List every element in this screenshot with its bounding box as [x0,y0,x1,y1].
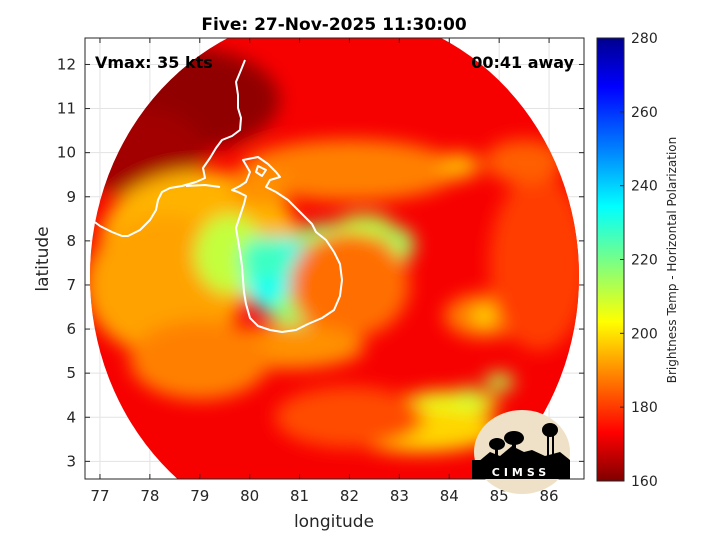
y-tick-label: 6 [66,320,76,338]
tb-feature [489,174,580,352]
colorbar-label: Brightness Temp - Horizontal Polarizatio… [665,137,679,384]
x-tick-label: 77 [90,487,109,505]
x-tick-label: 84 [440,487,459,505]
tb-feature [484,139,565,184]
x-axis-label: longitude [294,512,374,532]
x-tick-label: 82 [340,487,359,505]
x-tick-label: 80 [240,487,259,505]
coastline [89,59,343,333]
tb-feature [474,307,495,325]
x-tick-label: 85 [490,487,509,505]
tb-feature [129,320,270,400]
colorbar [596,37,625,482]
tb-feature [239,139,460,202]
y-tick-label: 4 [66,408,76,426]
time-offset-annotation: 00:41 away [471,53,574,72]
x-tick-label: 79 [190,487,209,505]
y-tick-label: 3 [66,452,76,470]
colorbar-tick-label: 220 [631,253,658,269]
colorbar-tick-label: 280 [631,31,658,47]
tb-feature [484,373,515,391]
y-tick-label: 11 [57,100,76,118]
tb-feature [459,386,480,405]
chart-title: Five: 27-Nov-2025 11:30:00 [201,15,466,35]
x-tick-label: 81 [290,487,309,505]
vmax-annotation: Vmax: 35 kts [95,53,213,72]
brightness-temp-swath [89,38,580,479]
tb-feature [239,236,290,281]
y-tick-label: 5 [66,364,76,382]
colorbar-ticks: 160 180 200 220 240 260 280 [620,31,658,490]
tb-feature [439,152,480,180]
y-tick-label: 7 [66,276,76,294]
x-tick-label: 86 [540,487,559,505]
colorbar-tick-label: 260 [631,105,658,121]
y-tick-label: 12 [57,55,76,73]
y-tick-label: 10 [57,144,76,162]
colorbar-tick-label: 160 [631,474,658,490]
x-tick-label: 78 [140,487,159,505]
cimss-logo-text: CIMSS [492,466,550,479]
cimss-logo: CIMSS [472,410,570,494]
tb-feature [274,386,425,449]
y-axis-label: latitude [33,226,53,291]
y-tick-label: 9 [66,188,76,206]
axes-frame [84,37,585,480]
colorbar-tick-label: 240 [631,179,658,195]
y-tick-label: 8 [66,232,76,250]
colorbar-tick-label: 200 [631,326,658,342]
tb-feature [289,232,410,338]
colorbar-tick-label: 180 [631,400,658,416]
x-tick-label: 83 [390,487,409,505]
